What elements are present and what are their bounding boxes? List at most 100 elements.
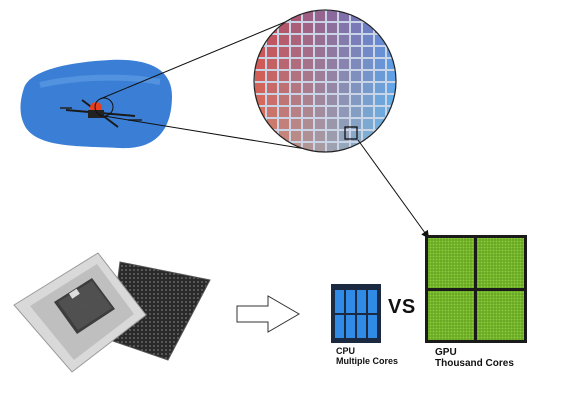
wafer-cell [279, 47, 289, 57]
wafer-cell [267, 11, 277, 21]
wafer-cell [375, 131, 385, 141]
wafer-cell [387, 143, 396, 152]
selected-cell-box [344, 126, 358, 140]
wafer-cell [339, 119, 349, 129]
vs-label: VS [388, 296, 416, 318]
cpu-core [346, 315, 355, 338]
wafer-zoom [253, 9, 397, 153]
cpu-block [331, 284, 381, 343]
wafer-cell [363, 59, 373, 69]
wafer-cell [291, 131, 301, 141]
wafer-cell [279, 23, 289, 33]
wafer-cell [303, 107, 313, 117]
wafer-cell [303, 131, 313, 141]
wafer-cell [255, 143, 265, 152]
cpu-core [368, 290, 377, 313]
wafer-cell [363, 23, 373, 33]
wafer-cell [279, 107, 289, 117]
wafer-cell [327, 71, 337, 81]
wafer-cell [327, 47, 337, 57]
wafer-cell [327, 35, 337, 45]
wafer-cell [387, 119, 396, 129]
wafer-cell [351, 83, 361, 93]
wafer-cell [327, 95, 337, 105]
cpu-core [346, 290, 355, 313]
wafer-cell [351, 35, 361, 45]
wafer-cell [255, 59, 265, 69]
wafer-cell [291, 119, 301, 129]
wafer-cell [351, 119, 361, 129]
wafer-cell [375, 107, 385, 117]
wafer-cell [351, 59, 361, 69]
wafer-cell [387, 11, 396, 21]
cpu-label: CPU Multiple Cores [336, 346, 399, 367]
wafer-cell [291, 35, 301, 45]
wafer-cell [291, 23, 301, 33]
wafer-cell [339, 143, 349, 152]
wafer-cell [387, 131, 396, 141]
wafer-cell [375, 35, 385, 45]
wafer-cell [327, 83, 337, 93]
zoom-line-bottom [103, 115, 313, 151]
zoom-arrow [357, 139, 430, 239]
wafer-cell [315, 59, 325, 69]
wafer-cell [279, 95, 289, 105]
wafer-cell [327, 119, 337, 129]
wafer-cell [327, 11, 337, 21]
wafer-cell [339, 47, 349, 57]
gpu-chip-photo [13, 252, 211, 373]
wafer-cell [339, 83, 349, 93]
wafer-cell [291, 71, 301, 81]
wafer-cell [363, 143, 373, 152]
gpu-block [425, 235, 527, 343]
wafer-cell [279, 83, 289, 93]
wafer-cell [327, 107, 337, 117]
wafer-cell [351, 107, 361, 117]
wafer-cell [327, 143, 337, 152]
wafer-cell [315, 47, 325, 57]
wafer-cell [363, 131, 373, 141]
nvidia-logo [69, 288, 80, 299]
wafer-cell [387, 35, 396, 45]
wafer-cell [255, 11, 265, 21]
wafer-cell [303, 71, 313, 81]
drone-photo [20, 59, 172, 149]
wafer-cell [255, 131, 265, 141]
right-arrow-icon [236, 295, 300, 333]
wafer-cell [327, 23, 337, 33]
wafer-cell [291, 59, 301, 69]
wafer-cell [303, 83, 313, 93]
cpu-core [357, 290, 366, 313]
wafer-cell [303, 59, 313, 69]
wafer-cell [351, 95, 361, 105]
wafer-cell [315, 95, 325, 105]
wafer-cell [363, 107, 373, 117]
wafer-cell [279, 59, 289, 69]
wafer-cell [351, 47, 361, 57]
cpu-core [368, 315, 377, 338]
wafer-cell [291, 107, 301, 117]
wafer-cell [279, 131, 289, 141]
wafer-cell [339, 131, 349, 141]
wafer-cell [315, 71, 325, 81]
wafer-cell [303, 47, 313, 57]
wafer-cell [279, 119, 289, 129]
wafer-cell [339, 71, 349, 81]
wafer-cell [363, 47, 373, 57]
wafer-cell [375, 95, 385, 105]
wafer-cell [315, 11, 325, 21]
wafer-cell [363, 119, 373, 129]
wafer-cell [267, 119, 277, 129]
wafer-cell [267, 71, 277, 81]
wafer-cell [363, 35, 373, 45]
wafer-cell [387, 71, 396, 81]
wafer-cell [375, 83, 385, 93]
wafer-cell [363, 83, 373, 93]
gpu-title: GPU [435, 347, 457, 358]
wafer-cell [303, 119, 313, 129]
cpu-subtitle: Multiple Cores [336, 355, 399, 366]
cpu-core [335, 315, 344, 338]
wafer-cell [375, 11, 385, 21]
wafer-cell [375, 119, 385, 129]
